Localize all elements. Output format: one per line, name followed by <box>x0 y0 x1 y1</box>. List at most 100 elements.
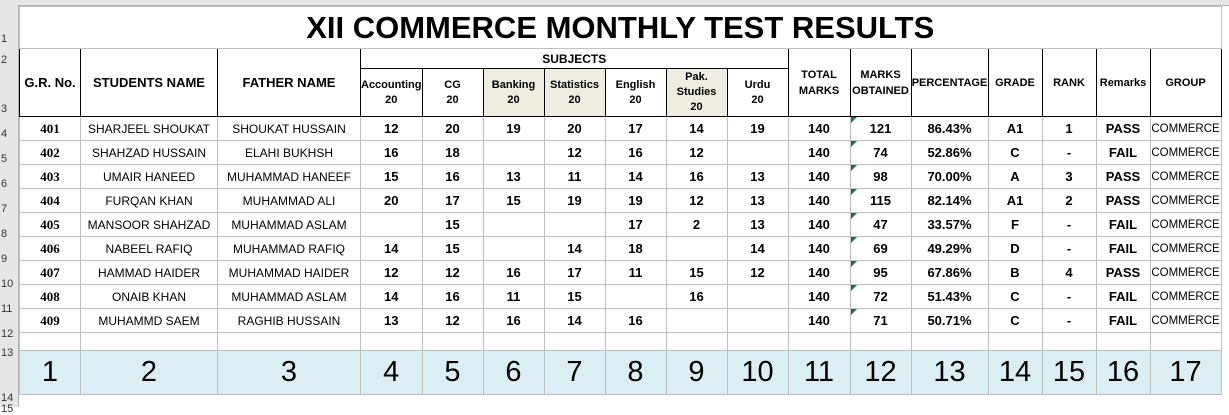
total-marks-cell[interactable]: 140 <box>787 116 851 141</box>
empty-cell[interactable] <box>482 332 545 351</box>
group-cell[interactable]: COMMERCE <box>1149 116 1222 141</box>
gr-no-cell[interactable]: 406 <box>19 236 81 261</box>
subject-mark-cell[interactable]: 16 <box>665 284 728 309</box>
subject-mark-cell[interactable] <box>665 236 728 261</box>
rank-cell[interactable]: - <box>1041 140 1097 165</box>
gr-no-cell[interactable]: 401 <box>19 116 81 141</box>
subject-mark-cell[interactable]: 17 <box>604 116 667 141</box>
remarks-cell[interactable]: FAIL <box>1095 212 1151 237</box>
subject-mark-cell[interactable]: 18 <box>604 236 667 261</box>
student-name-cell[interactable]: FURQAN KHAN <box>80 188 218 213</box>
gr-no-cell[interactable]: 408 <box>19 284 81 309</box>
subject-mark-cell[interactable]: 17 <box>543 260 606 285</box>
row-number[interactable]: 8 <box>1 228 8 240</box>
empty-cell[interactable] <box>1095 332 1151 351</box>
subject-mark-cell[interactable]: 17 <box>604 212 667 237</box>
student-name-cell[interactable]: UMAIR HANEED <box>80 164 218 189</box>
marks-obtained-cell[interactable]: 47 <box>849 212 912 237</box>
subject-mark-cell[interactable]: 16 <box>604 308 667 333</box>
subject-mark-cell[interactable]: 13 <box>482 164 545 189</box>
rank-cell[interactable]: - <box>1041 308 1097 333</box>
row-number[interactable]: 1 <box>1 33 8 45</box>
subject-mark-cell[interactable]: 14 <box>360 236 423 261</box>
column-index-cell[interactable]: 17 <box>1149 350 1222 395</box>
group-cell[interactable]: COMMERCE <box>1149 140 1222 165</box>
subject-mark-cell[interactable]: 12 <box>421 308 484 333</box>
empty-cell[interactable] <box>1041 332 1097 351</box>
subject-mark-cell[interactable]: 13 <box>726 164 789 189</box>
total-marks-cell[interactable]: 140 <box>787 284 851 309</box>
subject-mark-cell[interactable]: 15 <box>421 236 484 261</box>
subject-mark-cell[interactable]: 13 <box>726 188 789 213</box>
subject-mark-cell[interactable] <box>482 140 545 165</box>
row-number[interactable]: 2 <box>1 54 8 66</box>
subject-mark-cell[interactable]: 19 <box>543 188 606 213</box>
grade-cell[interactable]: A1 <box>987 116 1043 141</box>
header-rank[interactable]: RANK <box>1041 48 1097 117</box>
father-name-cell[interactable]: SHOUKAT HUSSAIN <box>217 116 361 141</box>
student-name-cell[interactable]: SHARJEEL SHOUKAT <box>80 116 218 141</box>
column-index-cell[interactable]: 3 <box>217 350 361 395</box>
subject-mark-cell[interactable]: 11 <box>543 164 606 189</box>
row-number[interactable]: 4 <box>1 128 8 140</box>
empty-cell[interactable] <box>1149 332 1222 351</box>
subject-mark-cell[interactable]: 12 <box>360 116 423 141</box>
total-marks-cell[interactable]: 140 <box>787 236 851 261</box>
subject-mark-cell[interactable]: 15 <box>482 188 545 213</box>
total-marks-cell[interactable]: 140 <box>787 140 851 165</box>
subject-mark-cell[interactable]: 11 <box>482 284 545 309</box>
subject-mark-cell[interactable]: 18 <box>421 140 484 165</box>
column-index-cell[interactable]: 6 <box>482 350 545 395</box>
header-remarks[interactable]: Remarks <box>1095 48 1151 117</box>
remarks-cell[interactable]: PASS <box>1095 164 1151 189</box>
remarks-cell[interactable]: PASS <box>1095 188 1151 213</box>
column-index-cell[interactable]: 2 <box>80 350 218 395</box>
group-cell[interactable]: COMMERCE <box>1149 260 1222 285</box>
marks-obtained-cell[interactable]: 74 <box>849 140 912 165</box>
percentage-cell[interactable]: 52.86% <box>910 140 989 165</box>
subject-mark-cell[interactable]: 16 <box>421 284 484 309</box>
student-name-cell[interactable]: HAMMAD HAIDER <box>80 260 218 285</box>
gr-no-cell[interactable]: 407 <box>19 260 81 285</box>
column-index-cell[interactable]: 11 <box>787 350 851 395</box>
father-name-cell[interactable]: MUHAMMAD ASLAM <box>217 284 361 309</box>
group-cell[interactable]: COMMERCE <box>1149 308 1222 333</box>
total-marks-cell[interactable]: 140 <box>787 188 851 213</box>
header-grade[interactable]: GRADE <box>987 48 1043 117</box>
marks-obtained-cell[interactable]: 72 <box>849 284 912 309</box>
empty-cell[interactable] <box>604 332 667 351</box>
subject-mark-cell[interactable]: 12 <box>543 140 606 165</box>
header-marks-obtained[interactable]: MARKS OBTAINED <box>849 48 912 117</box>
subject-mark-cell[interactable]: 16 <box>482 260 545 285</box>
subject-mark-cell[interactable]: 19 <box>482 116 545 141</box>
header-student-name[interactable]: STUDENTS NAME <box>80 48 218 117</box>
grade-cell[interactable]: C <box>987 140 1043 165</box>
header-subjects[interactable]: SUBJECTS <box>360 48 789 69</box>
remarks-cell[interactable]: FAIL <box>1095 308 1151 333</box>
subject-header[interactable]: Banking 20 <box>482 68 545 117</box>
subject-mark-cell[interactable]: 12 <box>665 188 728 213</box>
gr-no-cell[interactable]: 405 <box>19 212 81 237</box>
subject-mark-cell[interactable] <box>726 308 789 333</box>
column-index-cell[interactable]: 14 <box>987 350 1043 395</box>
percentage-cell[interactable]: 33.57% <box>910 212 989 237</box>
total-marks-cell[interactable]: 140 <box>787 260 851 285</box>
subject-mark-cell[interactable]: 14 <box>543 236 606 261</box>
marks-obtained-cell[interactable]: 115 <box>849 188 912 213</box>
remarks-cell[interactable]: FAIL <box>1095 140 1151 165</box>
empty-cell[interactable] <box>19 332 81 351</box>
header-group[interactable]: GROUP <box>1149 48 1222 117</box>
total-marks-cell[interactable]: 140 <box>787 308 851 333</box>
row-number[interactable]: 15 <box>1 403 14 415</box>
subject-mark-cell[interactable]: 12 <box>726 260 789 285</box>
empty-cell[interactable] <box>787 332 851 351</box>
empty-cell[interactable] <box>360 332 423 351</box>
group-cell[interactable]: COMMERCE <box>1149 164 1222 189</box>
subject-mark-cell[interactable]: 11 <box>604 260 667 285</box>
column-index-cell[interactable]: 8 <box>604 350 667 395</box>
row-number[interactable]: 3 <box>1 103 8 115</box>
remarks-cell[interactable]: PASS <box>1095 260 1151 285</box>
column-index-cell[interactable]: 5 <box>421 350 484 395</box>
percentage-cell[interactable]: 50.71% <box>910 308 989 333</box>
subject-mark-cell[interactable]: 16 <box>421 164 484 189</box>
